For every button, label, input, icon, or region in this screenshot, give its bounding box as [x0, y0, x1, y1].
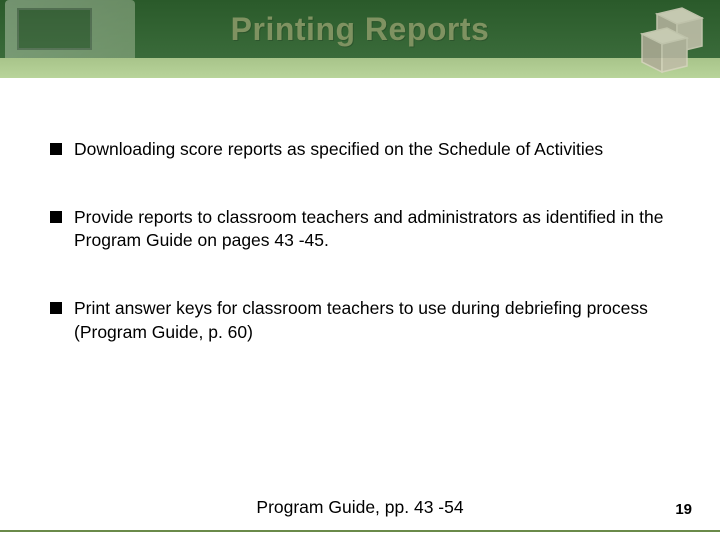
footer-accent-line	[0, 530, 720, 532]
bullet-item: Downloading score reports as specified o…	[50, 138, 670, 162]
bullet-text: Downloading score reports as specified o…	[74, 138, 670, 162]
bullet-text: Provide reports to classroom teachers an…	[74, 206, 670, 253]
slide-body: Downloading score reports as specified o…	[0, 78, 720, 344]
page-number: 19	[675, 501, 692, 518]
slide-title: Printing Reports	[231, 11, 490, 48]
footer-note: Program Guide, pp. 43 -54	[0, 497, 720, 518]
bullet-marker-icon	[50, 302, 62, 314]
cube-icon	[622, 4, 712, 76]
bullet-marker-icon	[50, 211, 62, 223]
bullet-marker-icon	[50, 143, 62, 155]
bullet-item: Provide reports to classroom teachers an…	[50, 206, 670, 253]
monitor-graphic	[5, 0, 135, 78]
bullet-text: Print answer keys for classroom teachers…	[74, 297, 670, 344]
slide-header: Printing Reports	[0, 0, 720, 78]
bullet-item: Print answer keys for classroom teachers…	[50, 297, 670, 344]
header-top-band: Printing Reports	[0, 0, 720, 58]
